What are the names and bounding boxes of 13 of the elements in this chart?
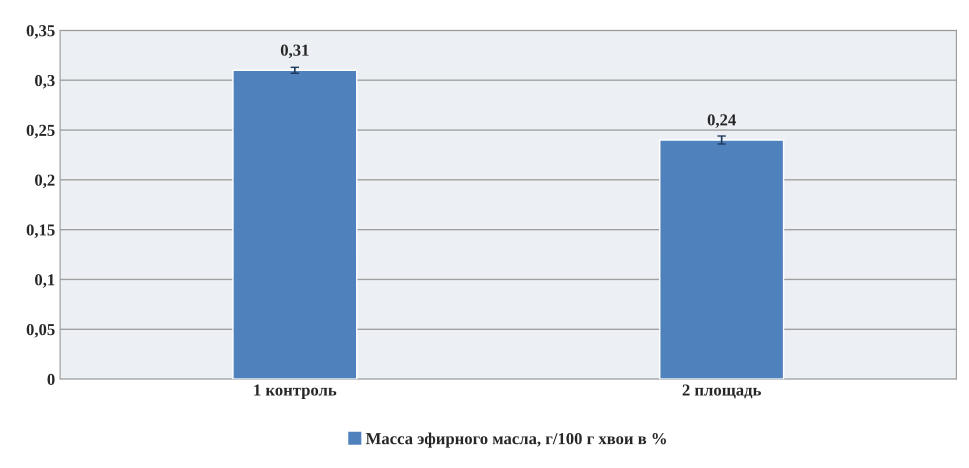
x-tick-label: 2 площадь [682, 384, 761, 398]
y-tick-label: 0,1 [35, 274, 54, 288]
y-tick-label: 0,05 [26, 324, 55, 338]
y-tick-label: 0,3 [35, 74, 55, 89]
x-tick-label: 1 контроль [254, 384, 336, 400]
y-tick-label: 0,2 [35, 174, 54, 188]
y-tick-label: 0,35 [26, 25, 55, 39]
data-label: 0,31 [280, 44, 309, 58]
y-tick-label: 0,25 [26, 124, 55, 138]
legend-label: Масса эфирного масла, г/100 г хвои в % [366, 432, 666, 448]
data-label: 0,24 [708, 114, 736, 128]
y-tick-label: 0 [48, 374, 55, 386]
y-tick-label: 0,15 [26, 224, 55, 238]
